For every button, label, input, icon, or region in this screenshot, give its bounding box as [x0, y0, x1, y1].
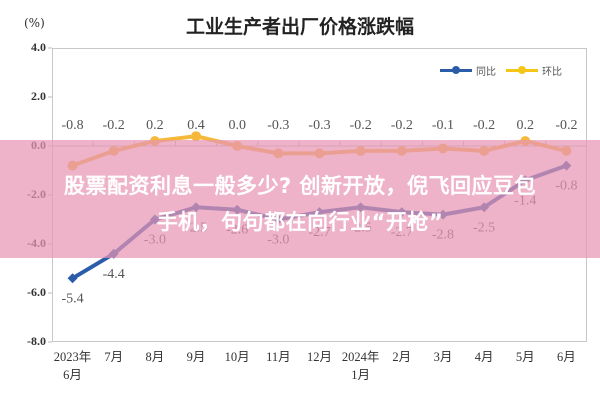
- svg-text:0.2: 0.2: [517, 118, 535, 133]
- legend: 同比 环比: [440, 63, 562, 78]
- x-tick-label: 6月: [557, 350, 576, 364]
- svg-text:-0.8: -0.8: [61, 118, 83, 133]
- x-tick-label: 9月: [186, 350, 206, 364]
- x-tick-label: 8月: [145, 350, 165, 364]
- svg-text:0.0: 0.0: [228, 118, 246, 133]
- legend-swatch-yoy: [440, 66, 472, 74]
- x-tick-label: 5月: [515, 350, 535, 364]
- svg-text:0.4: 0.4: [187, 118, 205, 133]
- headline-overlay-banner[interactable]: 股票配资利息一般多少? 创新开放，倪飞回应豆包 手机，句句都在向行业“开枪”: [0, 140, 600, 258]
- svg-text:-0.3: -0.3: [267, 118, 289, 133]
- x-tick-label: 4月: [474, 350, 494, 364]
- x-tick-label: 2024年 1月: [341, 350, 380, 382]
- svg-text:-0.1: -0.1: [432, 118, 454, 133]
- legend-label-yoy: 同比: [476, 67, 496, 78]
- svg-text:-0.3: -0.3: [308, 118, 330, 133]
- svg-text:-4.4: -4.4: [103, 267, 125, 282]
- x-tick-label: 3月: [433, 350, 453, 364]
- headline-line-2[interactable]: 手机，句句都在向行业“开枪”: [156, 210, 444, 234]
- svg-text:-0.2: -0.2: [555, 118, 577, 133]
- svg-text:-0.2: -0.2: [103, 118, 125, 133]
- svg-text:-0.2: -0.2: [473, 118, 495, 133]
- x-tick-label: 2023年 6月: [53, 350, 92, 382]
- y-tick-label: -8.0: [27, 334, 46, 348]
- svg-text:-0.2: -0.2: [350, 118, 372, 133]
- headline-line-1[interactable]: 股票配资利息一般多少? 创新开放，倪飞回应豆包: [64, 174, 536, 198]
- svg-text:-0.2: -0.2: [391, 118, 413, 133]
- y-tick-label: 4.0: [31, 40, 46, 54]
- x-tick-label: 7月: [104, 350, 124, 364]
- svg-text:-5.4: -5.4: [61, 291, 83, 306]
- chart-title: 工业生产者出厂价格涨跌幅: [185, 16, 414, 38]
- svg-text:0.2: 0.2: [146, 118, 164, 133]
- x-tick-label: 10月: [224, 350, 250, 364]
- x-tick-label: 2月: [392, 350, 412, 364]
- legend-label-mom: 环比: [542, 67, 562, 78]
- legend-swatch-mom: [506, 66, 538, 74]
- y-tick-label: -6.0: [27, 285, 46, 299]
- x-tick-label: 12月: [306, 350, 332, 364]
- x-tick-label: 11月: [266, 350, 291, 364]
- y-axis-unit: (%): [24, 16, 45, 30]
- y-tick-label: 2.0: [31, 89, 46, 103]
